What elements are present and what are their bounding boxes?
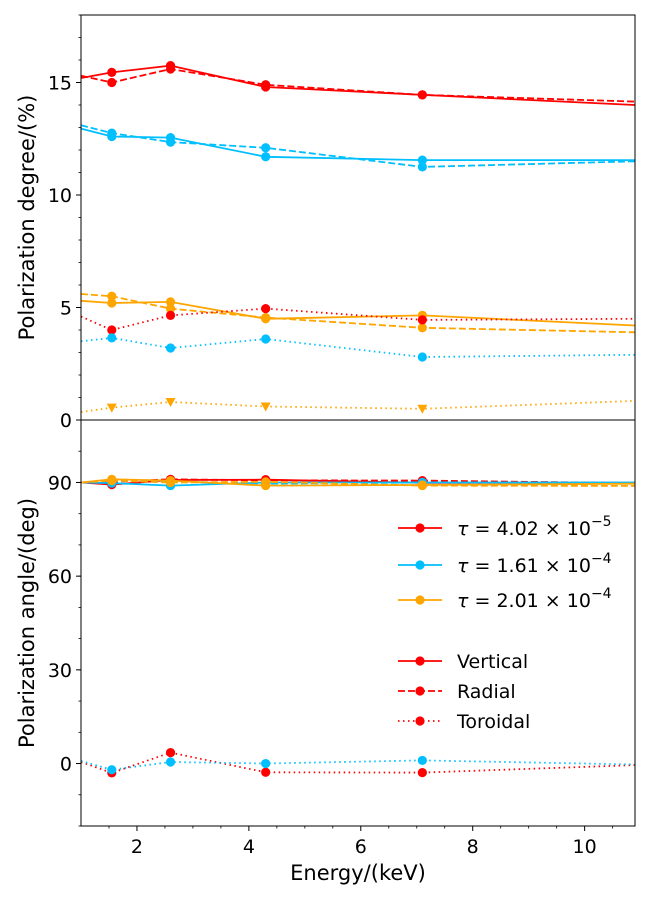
data-point-tau2-toroidal-4 xyxy=(417,352,427,362)
data-point-tau2-radial-2 xyxy=(165,137,176,147)
y-axis-label-top: Polarization degree/(%) xyxy=(15,95,39,341)
x-tick-label: 10 xyxy=(573,836,597,858)
x-tick-label: 8 xyxy=(467,836,479,858)
data-point-tau2-radial-1 xyxy=(107,128,117,138)
data-point-tau2-vertical-4 xyxy=(417,155,427,165)
legend-label-3: Vertical xyxy=(457,651,528,673)
y-tick-label-bottom: 90 xyxy=(48,472,72,494)
series-line-tau2-vertical xyxy=(80,127,635,162)
data-point-tau2-toroidal-1 xyxy=(107,765,117,775)
data-point-tau3-radial-1 xyxy=(107,291,117,301)
data-point-tau1-toroidal-4 xyxy=(417,767,427,778)
y-tick-label-top: 15 xyxy=(48,73,72,95)
series-line-tau2-radial xyxy=(80,124,636,168)
data-point-tau3-toroidal-3 xyxy=(260,402,271,412)
data-point-tau1-radial-4 xyxy=(417,90,427,100)
data-point-tau1-radial-2 xyxy=(165,64,176,74)
series-line-tau3-toroidal xyxy=(80,400,636,413)
data-point-tau3-radial-2 xyxy=(165,477,176,488)
data-point-tau2-radial-4 xyxy=(417,162,427,172)
y-axis-label-bottom: Polarization angle/(deg) xyxy=(15,498,39,748)
y-tick-label-bottom: 60 xyxy=(48,566,72,588)
y-tick-label-top: 5 xyxy=(60,298,72,320)
y-tick-label-top: 0 xyxy=(60,410,72,432)
top-panel-degree: 0 5 10 15 Polarization degree/(%) xyxy=(15,14,636,432)
plot-frame-bottom xyxy=(80,419,636,827)
data-point-tau3-radial-3 xyxy=(261,477,271,487)
series-line-tau3-vertical xyxy=(80,299,636,327)
x-tick-label: 6 xyxy=(355,836,367,858)
bottom-panel-angle: 0 30 60 90 Polarization angle/(deg) 2 4 6 8 10 Ene… xyxy=(15,419,636,885)
legend-marker-2 xyxy=(415,595,425,605)
data-point-tau3-radial-1 xyxy=(107,475,117,486)
data-point-tau3-radial-4 xyxy=(417,480,427,491)
series-line-tau3-radial xyxy=(80,293,636,334)
legend-label-1: τ = 1.61 × 10−4 xyxy=(457,551,612,577)
data-point-tau1-vertical-1 xyxy=(107,67,117,77)
series-line-tau1-radial xyxy=(80,68,636,103)
legend-label-5: Toroidal xyxy=(456,711,530,733)
legend-marker-5 xyxy=(415,716,425,726)
data-point-tau1-toroidal-2 xyxy=(165,748,176,758)
data-point-tau3-radial-2 xyxy=(165,304,176,314)
series-line-tau1-toroidal xyxy=(80,751,636,774)
data-point-tau1-toroidal-1 xyxy=(107,325,117,335)
data-point-tau1-toroidal-4 xyxy=(417,315,427,325)
series-line-tau2-toroidal xyxy=(80,336,636,358)
data-point-tau3-radial-3 xyxy=(261,313,271,323)
data-point-tau1-toroidal-3 xyxy=(261,767,271,777)
data-point-tau2-vertical-3 xyxy=(261,152,271,162)
legend-label-4: Radial xyxy=(457,681,516,703)
data-point-tau3-toroidal-4 xyxy=(417,404,428,414)
x-axis-label: Energy/(keV) xyxy=(290,861,426,885)
data-point-tau2-toroidal-3 xyxy=(261,758,271,769)
x-tick-label: 4 xyxy=(243,836,255,858)
data-point-tau2-toroidal-1 xyxy=(107,333,117,343)
y-tick-label-bottom: 0 xyxy=(60,754,72,776)
legend-label-0: τ = 4.02 × 10−5 xyxy=(457,514,612,540)
x-tick-label: 2 xyxy=(131,836,143,858)
data-point-tau3-toroidal-1 xyxy=(106,403,117,413)
legend-marker-0 xyxy=(415,523,425,533)
series-line-tau2-toroidal xyxy=(80,759,636,771)
data-point-tau2-toroidal-2 xyxy=(165,757,176,767)
data-point-tau1-radial-1 xyxy=(107,77,117,88)
series-line-tau1-toroidal xyxy=(80,307,636,331)
data-point-tau3-vertical-1 xyxy=(107,298,117,308)
data-point-tau1-radial-3 xyxy=(261,80,271,90)
legend: τ = 4.02 × 10−5 τ = 1.61 × 10−4 τ = 2.01 ×… xyxy=(398,514,612,733)
legend-marker-4 xyxy=(415,686,425,696)
data-point-tau3-radial-4 xyxy=(417,323,427,333)
data-point-tau1-toroidal-3 xyxy=(261,304,271,314)
legend-marker-1 xyxy=(415,560,425,570)
legend-label-2: τ = 2.01 × 10−4 xyxy=(457,586,612,612)
data-point-tau2-toroidal-2 xyxy=(165,343,176,353)
data-point-tau2-toroidal-3 xyxy=(261,334,271,344)
data-point-tau3-toroidal-2 xyxy=(165,398,176,407)
y-tick-label-top: 10 xyxy=(48,185,72,207)
data-point-tau3-vertical-2 xyxy=(165,297,176,307)
y-tick-label-bottom: 30 xyxy=(48,660,72,682)
data-point-tau2-toroidal-4 xyxy=(417,755,427,766)
data-point-tau2-radial-3 xyxy=(261,143,271,153)
series-line-tau3-radial xyxy=(80,479,636,487)
legend-marker-3 xyxy=(415,656,425,666)
plot-frame-top xyxy=(80,14,636,421)
data-point-tau1-toroidal-2 xyxy=(165,310,176,320)
